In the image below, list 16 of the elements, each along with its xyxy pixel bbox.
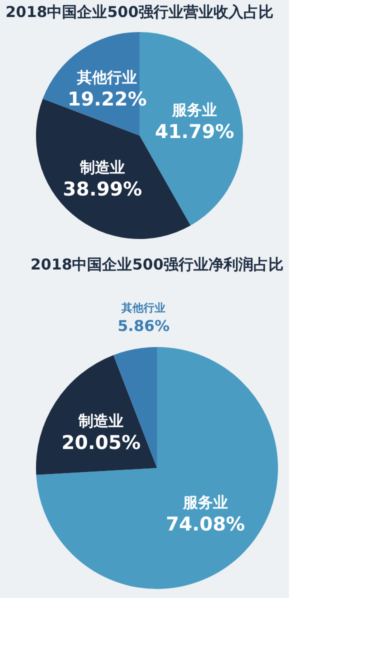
data-label: 38.99% [62, 178, 142, 201]
data-label: 20.05% [61, 432, 141, 454]
data-label: 19.22% [68, 88, 147, 111]
chart-title: 2018中国企业500强行业营业收入占比 [5, 3, 274, 21]
slice-label: 服务业 [182, 494, 228, 512]
pie-slice [36, 347, 278, 589]
data-label: 5.86% [118, 317, 170, 336]
slice-label: 其他行业 [76, 68, 138, 87]
chart-title: 2018中国企业500强行业净利润占比 [30, 255, 284, 274]
slice-label: 制造业 [78, 158, 125, 177]
data-label: 74.08% [166, 514, 245, 536]
data-label: 41.79% [154, 120, 234, 143]
slice-label: 其他行业 [120, 301, 166, 314]
pie-slice [36, 355, 157, 475]
slice-label: 服务业 [171, 100, 218, 119]
slice-label: 制造业 [78, 412, 124, 430]
